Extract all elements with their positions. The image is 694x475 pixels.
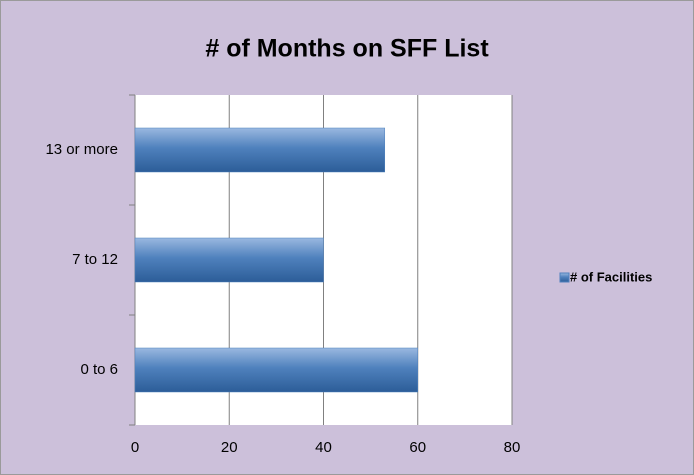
bar xyxy=(134,237,324,283)
y-tick-label: 7 to 12 xyxy=(72,251,118,268)
y-tick-label: 0 to 6 xyxy=(80,361,118,378)
x-tick-label: 0 xyxy=(131,439,139,456)
x-tick-label: 80 xyxy=(504,439,521,456)
legend-swatch xyxy=(559,272,570,283)
y-tick-label: 13 or more xyxy=(45,141,118,158)
x-tick-label: 60 xyxy=(409,439,426,456)
chart-title: # of Months on SFF List xyxy=(205,35,489,63)
legend-label: # of Facilities xyxy=(570,269,652,284)
bar xyxy=(134,127,386,173)
x-tick-label: 40 xyxy=(315,439,332,456)
bar xyxy=(134,347,418,393)
x-tick-label: 20 xyxy=(221,439,238,456)
